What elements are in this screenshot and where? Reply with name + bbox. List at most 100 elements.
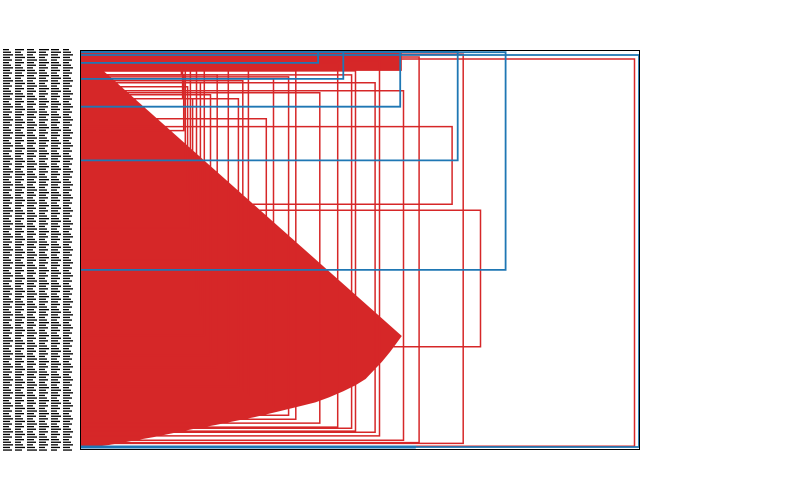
leaf-label-tick	[15, 402, 21, 404]
leaf-label-tick	[27, 277, 35, 280]
leaf-label-tick	[15, 283, 24, 285]
leaf-label-tick	[63, 101, 69, 103]
leaf-label-tick	[15, 384, 22, 386]
cluster-link	[81, 117, 268, 402]
leaf-label-tick	[63, 259, 71, 261]
leaf-label-tick	[39, 176, 47, 178]
leaf-label-tick	[63, 121, 70, 124]
leaf-label-tick	[39, 101, 49, 103]
leaf-label-tick	[39, 212, 45, 215]
leaf-label-tick	[3, 127, 9, 129]
leaf-label-tick	[27, 275, 33, 277]
leaf-label-tick	[15, 218, 24, 220]
leaf-label-tick	[63, 428, 71, 430]
leaf-label-tick	[15, 108, 25, 111]
leaf-label-tick	[3, 197, 13, 199]
leaf-label-tick	[3, 75, 9, 77]
leaf-label-tick	[27, 436, 37, 438]
leaf-label-tick	[27, 210, 33, 212]
leaf-label-tick	[3, 379, 13, 381]
leaf-label-tick	[3, 101, 9, 103]
leaf-label-tick	[51, 433, 60, 436]
leaf-label-tick	[27, 444, 33, 446]
leaf-label-tick	[39, 72, 47, 74]
leaf-label-tick	[15, 179, 24, 181]
leaf-label-tick	[15, 446, 25, 449]
leaf-label-tick	[15, 82, 25, 85]
leaf-label-tick	[63, 296, 69, 298]
leaf-label-tick	[27, 423, 37, 425]
leaf-label-tick	[27, 264, 35, 267]
leaf-label-tick	[39, 303, 45, 306]
leaf-label-tick	[27, 241, 37, 243]
leaf-label-tick	[51, 303, 60, 306]
leaf-label-tick	[63, 324, 71, 326]
leaf-label-tick	[63, 293, 72, 295]
leaf-label-tick	[3, 444, 13, 446]
leaf-label-tick	[3, 160, 10, 163]
leaf-label-tick	[15, 272, 21, 274]
leaf-label-tick	[39, 384, 47, 386]
leaf-label-tick	[15, 231, 24, 233]
leaf-label-tick	[15, 207, 21, 209]
leaf-label-tick	[63, 67, 73, 69]
leaf-label-tick	[3, 254, 12, 256]
leaf-label-tick	[27, 322, 34, 324]
leaf-label-tick	[27, 72, 37, 74]
leaf-label-tick	[27, 207, 36, 209]
leaf-label-tick	[3, 270, 9, 272]
leaf-label-tick	[39, 194, 46, 196]
leaf-label-tick	[27, 184, 33, 186]
leaf-label-tick	[39, 275, 48, 277]
leaf-label-tick	[15, 415, 21, 417]
leaf-label-tick	[39, 361, 49, 363]
leaf-label-tick	[51, 426, 59, 428]
leaf-label-tick	[63, 254, 72, 256]
leaf-label-tick	[39, 389, 46, 391]
leaf-label-tick	[27, 262, 33, 264]
leaf-label-tick	[3, 59, 12, 61]
leaf-label-tick	[15, 433, 25, 436]
leaf-label-tick	[51, 257, 59, 259]
leaf-label-tick	[51, 428, 61, 430]
leaf-label-tick	[15, 431, 23, 433]
leaf-label-tick	[39, 75, 49, 77]
leaf-label-tick	[3, 381, 10, 384]
leaf-label-tick	[27, 296, 34, 298]
leaf-label-tick	[15, 397, 22, 399]
leaf-label-tick	[51, 309, 59, 311]
leaf-label-tick	[15, 186, 25, 189]
leaf-label-tick	[51, 51, 61, 53]
leaf-label-tick	[51, 223, 58, 225]
leaf-label-tick	[3, 371, 12, 373]
leaf-label-tick	[27, 290, 35, 293]
leaf-label-tick	[27, 407, 35, 410]
leaf-label-tick	[27, 90, 36, 92]
leaf-label-tick	[39, 262, 48, 264]
leaf-label-tick	[63, 150, 72, 152]
leaf-label-tick	[51, 374, 59, 376]
leaf-label-tick	[27, 394, 35, 397]
leaf-label-tick	[51, 358, 57, 360]
leaf-label-tick	[3, 418, 13, 420]
leaf-label-tick	[39, 342, 45, 345]
leaf-label-tick	[63, 163, 72, 165]
leaf-label-tick	[51, 254, 57, 256]
leaf-label-tick	[39, 145, 48, 147]
leaf-label-tick	[27, 267, 37, 269]
leaf-label-tick	[27, 106, 33, 108]
leaf-label-tick	[39, 51, 46, 53]
leaf-label-tick	[15, 173, 25, 176]
leaf-label-tick	[3, 423, 12, 425]
leaf-label-tick	[3, 98, 12, 100]
leaf-label-tick	[51, 423, 57, 425]
leaf-label-tick	[39, 155, 46, 157]
leaf-label-tick	[51, 194, 61, 196]
leaf-label-tick	[63, 176, 72, 178]
leaf-label-tick	[39, 116, 46, 118]
leaf-label-tick	[63, 246, 71, 248]
leaf-label-tick	[3, 228, 12, 230]
leaf-label-tick	[15, 103, 21, 105]
leaf-label-tick	[3, 332, 12, 334]
leaf-label-tick	[27, 160, 35, 163]
